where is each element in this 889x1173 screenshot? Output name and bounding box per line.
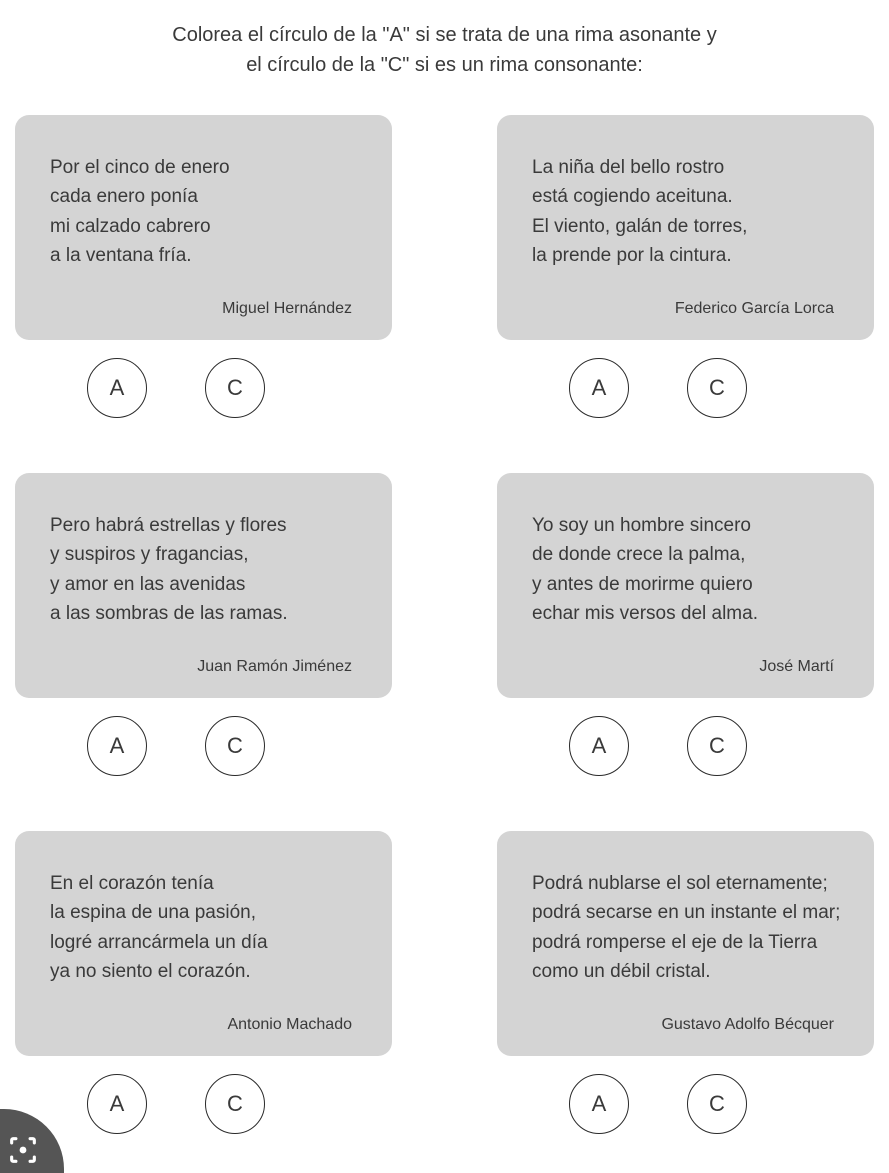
poem-author: Gustavo Adolfo Bécquer [532,1016,844,1034]
poem-line: a la ventana fría. [50,245,192,266]
poem-card-0: Por el cinco de enero cada enero ponía m… [15,115,392,418]
poem-line: como un débil cristal. [532,961,710,982]
poem-line: está cogiendo aceituna. [532,186,733,207]
poem-card-4: En el corazón tenía la espina de una pas… [15,831,392,1134]
instructions-line-2: el círculo de la "C" si es un rima conso… [246,54,643,76]
choice-c-button[interactable]: C [687,1074,747,1134]
poem-line: y antes de morirme quiero [532,574,753,595]
choice-c-button[interactable]: C [687,358,747,418]
choice-a-button[interactable]: A [569,358,629,418]
poem-box: La niña del bello rostro está cogiendo a… [497,115,874,340]
choice-a-button[interactable]: A [87,1074,147,1134]
poem-lines: La niña del bello rostro está cogiendo a… [532,153,844,278]
poem-line: y suspiros y fragancias, [50,544,249,565]
poem-line: La niña del bello rostro [532,157,724,178]
choice-row: A C [15,1074,392,1134]
poem-box: En el corazón tenía la espina de una pas… [15,831,392,1056]
poem-lines: En el corazón tenía la espina de una pas… [50,869,362,994]
choice-c-button[interactable]: C [205,358,265,418]
poem-line: Pero habrá estrellas y flores [50,515,287,536]
poem-box: Pero habrá estrellas y flores y suspiros… [15,473,392,698]
choice-c-button[interactable]: C [205,1074,265,1134]
poem-box: Por el cinco de enero cada enero ponía m… [15,115,392,340]
poem-line: El viento, galán de torres, [532,216,747,237]
poem-lines: Pero habrá estrellas y flores y suspiros… [50,511,362,636]
poem-author: Juan Ramón Jiménez [50,658,362,676]
poem-grid: Por el cinco de enero cada enero ponía m… [15,115,874,1134]
lens-icon [6,1133,40,1167]
poem-card-3: Yo soy un hombre sincero de donde crece … [497,473,874,776]
choice-row: A C [15,716,392,776]
poem-card-1: La niña del bello rostro está cogiendo a… [497,115,874,418]
poem-line: Yo soy un hombre sincero [532,515,751,536]
choice-c-button[interactable]: C [687,716,747,776]
poem-line: cada enero ponía [50,186,198,207]
instructions-line-1: Colorea el círculo de la "A" si se trata… [172,24,716,46]
poem-line: podrá romperse el eje de la Tierra [532,932,817,953]
poem-line: En el corazón tenía [50,873,214,894]
choice-a-button[interactable]: A [87,358,147,418]
choice-a-button[interactable]: A [569,716,629,776]
poem-line: Por el cinco de enero [50,157,230,178]
choice-c-button[interactable]: C [205,716,265,776]
poem-line: y amor en las avenidas [50,574,245,595]
poem-box: Yo soy un hombre sincero de donde crece … [497,473,874,698]
poem-author: Miguel Hernández [50,300,362,318]
choice-row: A C [15,358,392,418]
choice-row: A C [497,358,874,418]
instructions: Colorea el círculo de la "A" si se trata… [15,20,874,80]
poem-line: la prende por la cintura. [532,245,732,266]
poem-author: Federico García Lorca [532,300,844,318]
poem-box: Podrá nublarse el sol eternamente; podrá… [497,831,874,1056]
poem-lines: Yo soy un hombre sincero de donde crece … [532,511,844,636]
choice-row: A C [497,1074,874,1134]
poem-lines: Podrá nublarse el sol eternamente; podrá… [532,869,844,994]
poem-card-2: Pero habrá estrellas y flores y suspiros… [15,473,392,776]
choice-row: A C [497,716,874,776]
poem-line: ya no siento el corazón. [50,961,251,982]
poem-line: mi calzado cabrero [50,216,211,237]
poem-line: echar mis versos del alma. [532,603,758,624]
choice-a-button[interactable]: A [87,716,147,776]
poem-line: de donde crece la palma, [532,544,745,565]
poem-line: logré arrancármela un día [50,932,268,953]
poem-line: a las sombras de las ramas. [50,603,288,624]
poem-line: la espina de una pasión, [50,902,256,923]
poem-author: José Martí [532,658,844,676]
choice-a-button[interactable]: A [569,1074,629,1134]
poem-line: podrá secarse en un instante el mar; [532,902,840,923]
poem-line: Podrá nublarse el sol eternamente; [532,873,828,894]
poem-card-5: Podrá nublarse el sol eternamente; podrá… [497,831,874,1134]
poem-lines: Por el cinco de enero cada enero ponía m… [50,153,362,278]
poem-author: Antonio Machado [50,1016,362,1034]
